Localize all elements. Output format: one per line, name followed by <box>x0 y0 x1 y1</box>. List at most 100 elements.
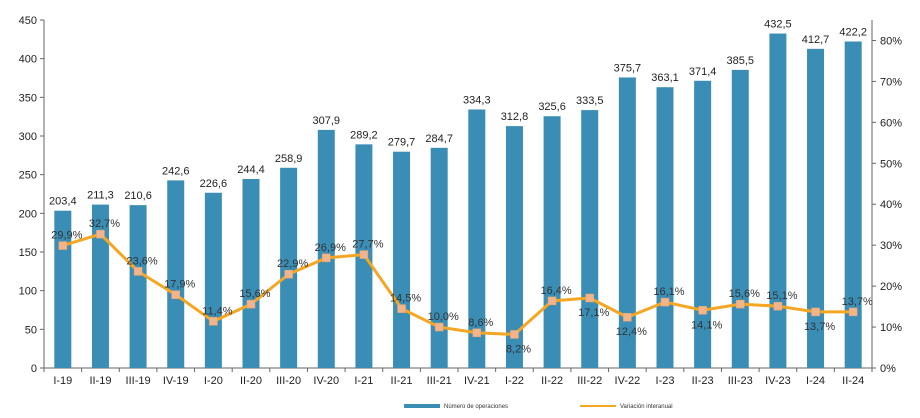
line-point <box>284 269 293 279</box>
line-value-label: 15,6% <box>729 288 760 300</box>
line-value-label: 26,9% <box>315 242 346 254</box>
x-tick-label: II-19 <box>89 375 111 387</box>
bar <box>280 167 298 368</box>
y-left-tick-label: 350 <box>19 92 37 104</box>
line-value-label: 15,1% <box>766 290 797 302</box>
bar <box>204 192 222 368</box>
x-tick-label: IV-23 <box>765 375 791 387</box>
bars <box>54 33 862 369</box>
y-left-tick-label: 400 <box>19 54 37 66</box>
bar-value-label: 210,6 <box>124 190 152 202</box>
bar-value-label: 363,1 <box>651 72 679 84</box>
x-tick-label: II-21 <box>391 375 413 387</box>
x-tick-label: I-23 <box>656 375 675 387</box>
y-right-tick-label: 30% <box>880 240 902 252</box>
bar <box>505 126 523 368</box>
y-left-tick-label: 50 <box>25 324 37 336</box>
point-labels: 29,9% 32,7% 23,6% 17,9% 11,4% 15,6% 22,9% 26,9%… <box>51 218 873 355</box>
line-point <box>811 307 820 317</box>
line-point <box>547 296 557 306</box>
bar-value-label: 284,7 <box>425 133 453 145</box>
line-value-label: 11,4% <box>202 305 233 317</box>
x-tick-label: I-24 <box>806 375 825 387</box>
line-value-label: 10,0% <box>428 311 459 323</box>
bar <box>468 109 486 368</box>
line-value-label: 8,2% <box>506 343 531 355</box>
legend-label-bars: Número de operaciones <box>444 404 508 410</box>
bar-value-label: 289,2 <box>350 129 378 141</box>
bar <box>807 48 825 368</box>
bar-value-label: 334,3 <box>463 94 491 106</box>
bar-value-label: 325,6 <box>538 101 566 113</box>
line-value-label: 15,6% <box>239 288 270 300</box>
line-point <box>397 304 406 313</box>
bar <box>393 151 411 368</box>
y-left-tick-label: 450 <box>19 15 37 27</box>
line-point <box>698 306 707 315</box>
bar <box>731 69 749 368</box>
bar-value-label: 412,7 <box>802 34 830 46</box>
line-point <box>773 301 783 311</box>
line-point <box>171 290 180 299</box>
line-point <box>660 297 670 307</box>
line-value-label: 29,9% <box>51 230 82 242</box>
line-point <box>623 312 632 322</box>
legend: Número de operaciones Variación interanua… <box>404 404 673 410</box>
line-value-label: 14,1% <box>691 319 722 331</box>
y-right-tick-label: 70% <box>880 76 902 88</box>
bar-labels: 203,4 211,3 210,6 242,6 226,6 244,4 258,9 307,9… <box>49 19 867 208</box>
x-tick-label: III-22 <box>577 375 602 387</box>
bar <box>844 41 862 369</box>
line-point <box>359 250 369 259</box>
line-point <box>58 241 68 250</box>
axes: 0 50 100 150 200 250 300 350 400 450 0% 10% 20% 30% 40… <box>19 15 903 387</box>
bar-value-label: 422,2 <box>839 26 867 38</box>
line-value-label: 12,4% <box>616 326 647 338</box>
bar <box>618 77 636 368</box>
x-tick-label: IV-19 <box>163 375 189 387</box>
bar <box>656 87 674 368</box>
line-point <box>434 322 444 332</box>
line-point <box>472 328 482 338</box>
x-tick-label: III-19 <box>126 375 151 387</box>
line-value-label: 8,6% <box>468 317 493 329</box>
bar-value-label: 385,5 <box>727 55 755 67</box>
y-left-tick-label: 0 <box>31 363 37 375</box>
bar-value-label: 226,6 <box>200 178 228 190</box>
x-tick-label: I-22 <box>505 375 524 387</box>
line-point <box>848 307 858 317</box>
x-tick-label: II-23 <box>692 375 714 387</box>
line-value-label: 17,1% <box>578 307 609 319</box>
y-left-tick-label: 300 <box>19 131 37 143</box>
bar <box>54 210 72 368</box>
line-value-label: 22,9% <box>277 258 308 270</box>
y-left-tick-label: 150 <box>19 247 37 259</box>
bar-value-label: 307,9 <box>313 115 341 127</box>
bar <box>129 205 147 368</box>
bar <box>317 129 335 368</box>
bar-value-label: 312,8 <box>501 111 529 123</box>
bar-value-label: 242,6 <box>162 165 190 177</box>
line-value-label: 23,6% <box>126 255 157 267</box>
line-value-label: 16,1% <box>653 286 684 298</box>
line-point <box>246 299 256 309</box>
bar <box>769 33 787 369</box>
x-tick-label: II-24 <box>842 375 864 387</box>
line-point <box>322 253 331 263</box>
bar-value-label: 258,9 <box>275 153 303 165</box>
x-tick-label: I-21 <box>354 375 373 387</box>
variation-line-path <box>62 232 854 336</box>
line-value-label: 13,7% <box>804 321 835 333</box>
x-tick-label: I-20 <box>204 375 223 387</box>
y-right-tick-label: 80% <box>880 35 902 47</box>
line-value-label: 14,5% <box>390 293 421 305</box>
bar <box>91 204 109 368</box>
y-left-tick-label: 200 <box>19 208 37 220</box>
y-right-tick-label: 10% <box>880 322 902 334</box>
bar-value-label: 279,7 <box>388 137 416 149</box>
line-point <box>96 229 105 239</box>
bar <box>543 116 561 368</box>
bar <box>694 80 712 368</box>
line-point <box>133 267 143 276</box>
